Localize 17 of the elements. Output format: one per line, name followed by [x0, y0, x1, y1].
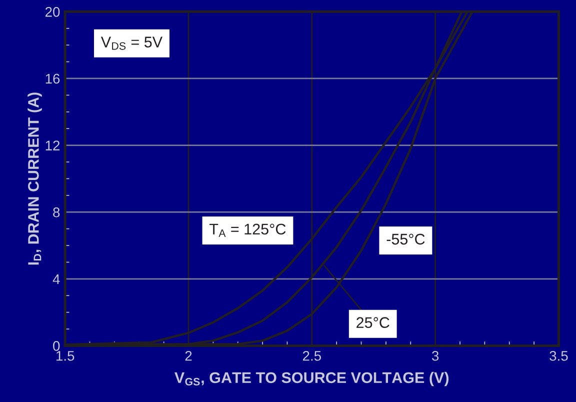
annotation: V$_{DS}$ = 5V: [100, 36, 162, 50]
y-axis-title: I$_{D}$, DRAIN CURRENT (A): [28, 92, 42, 265]
x-tick-label: 2.5: [302, 350, 321, 361]
x-tick-label: 1.5: [56, 351, 74, 361]
y-tick-label: 20: [45, 6, 60, 17]
x-tick-label: 2: [185, 350, 192, 361]
annotation: -55°C: [386, 234, 425, 245]
y-tick-label: 16: [46, 74, 60, 84]
x-tick-label: 3: [432, 350, 439, 361]
x-tick-label: 3.5: [550, 350, 568, 361]
y-tick-label: 12: [46, 140, 60, 150]
y-tick-label: 8: [53, 207, 60, 218]
y-tick-label: 4: [52, 274, 60, 284]
annotation: T$_{A}$ = 125°C: [210, 224, 286, 237]
x-axis-title: V$_{GS}$, GATE TO SOURCE VOLTAGE (V): [174, 372, 449, 386]
annotation: 25°C: [356, 317, 390, 328]
y-tick-label: 0: [53, 341, 60, 351]
